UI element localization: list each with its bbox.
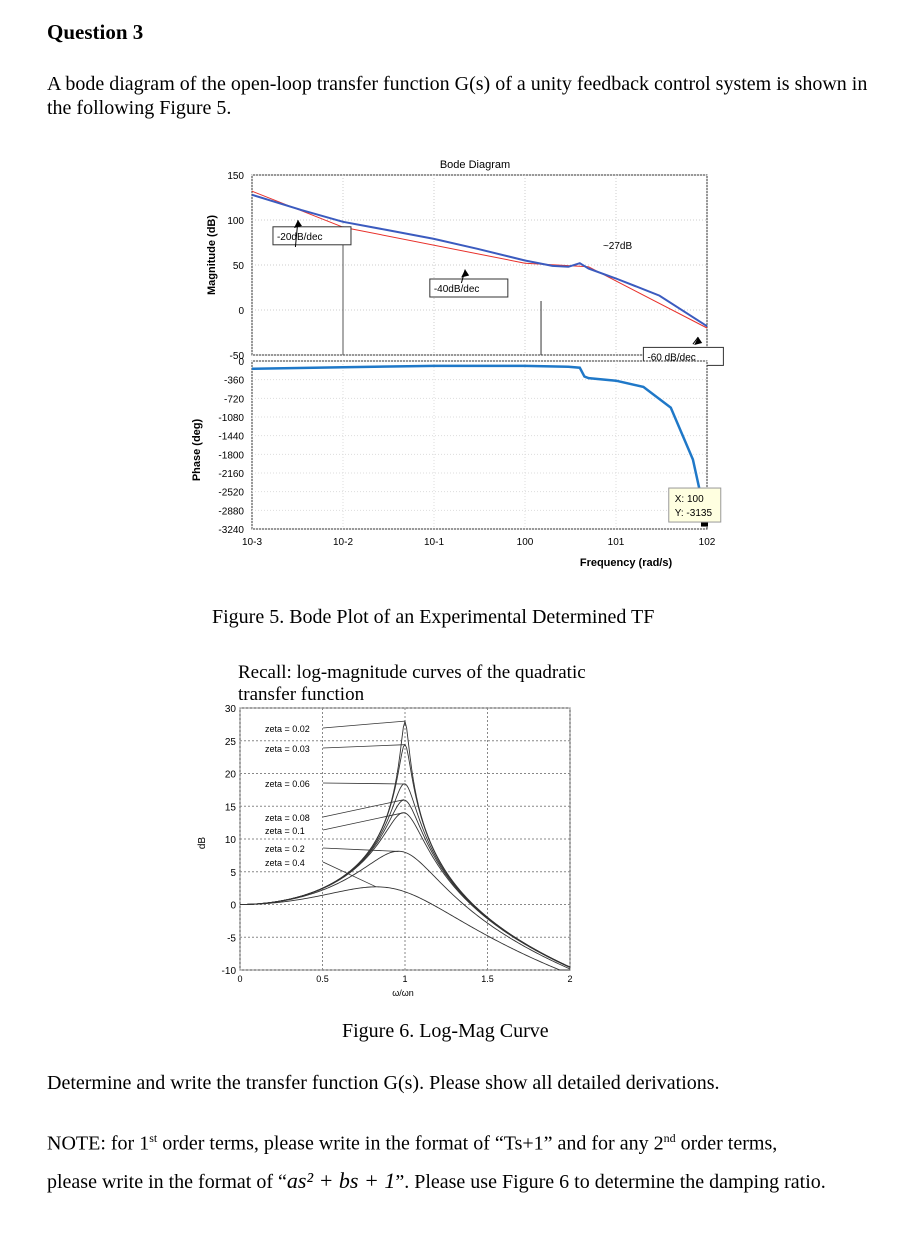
figure-5-bode-plot: Bode Diagram 150100500-50-20dB/dec-40dB/… xyxy=(191,159,724,569)
zeta-label: zeta = 0.4 xyxy=(265,858,305,868)
format-paragraph: please write in the format of “as² + bs … xyxy=(47,1168,826,1193)
magnitude-tick-label: 0 xyxy=(238,306,244,317)
zeta-label: zeta = 0.08 xyxy=(265,813,310,823)
phase-tick-label: -3240 xyxy=(218,525,244,536)
arrow-head xyxy=(694,337,703,345)
magnitude-curve xyxy=(251,193,708,328)
datatip-x: X: 100 xyxy=(675,494,704,505)
figure-5-caption: Figure 5. Bode Plot of an Experimental D… xyxy=(212,606,655,628)
phase-tick-label: -1440 xyxy=(218,432,244,443)
intro-text: A bode diagram of the open-loop transfer… xyxy=(47,73,868,119)
asymptote-line xyxy=(588,266,708,329)
phase-tick-label: 0 xyxy=(238,357,244,368)
asymptote-line xyxy=(342,226,526,264)
phase-curve xyxy=(251,364,709,524)
annotation-arrow xyxy=(692,336,699,345)
slope-annotation-minus40-box xyxy=(429,278,509,298)
zeta-label: zeta = 0.1 xyxy=(265,826,305,836)
question-title: Question 3 xyxy=(47,20,144,44)
logmag-y-tick: 20 xyxy=(225,770,237,781)
logmag-y-tick: 30 xyxy=(225,704,237,715)
phase-tick-label: -360 xyxy=(224,376,244,387)
phase-tick-label: -720 xyxy=(224,394,244,405)
x-tick-label: 101 xyxy=(608,537,625,548)
phase-tick-label: -2880 xyxy=(218,506,244,517)
recall-line-1: Recall: log-magnitude curves of the quad… xyxy=(238,662,586,683)
zeta-pointer-line xyxy=(322,847,399,852)
logmag-curve xyxy=(239,886,570,971)
zeta-pointer-line xyxy=(322,799,405,818)
quadratic-format-math: as² + bs + 1 xyxy=(286,1168,396,1193)
peak-annotation-27db: ~27dB xyxy=(603,241,633,252)
zeta-label: zeta = 0.02 xyxy=(265,724,310,734)
phase-tick-label: -2160 xyxy=(218,469,244,480)
datatip-marker xyxy=(701,519,708,527)
magnitude-tick-label: -50 xyxy=(230,351,245,362)
logmag-y-tick: 15 xyxy=(225,802,237,813)
x-axis-label: Frequency (rad/s) xyxy=(580,557,673,569)
logmag-y-tick: 25 xyxy=(225,737,237,748)
logmag-y-tick: -10 xyxy=(222,966,237,977)
x-tick-label: 100 xyxy=(517,537,534,548)
logmag-x-tick: 1.5 xyxy=(481,974,494,984)
zeta-label: zeta = 0.03 xyxy=(265,744,310,754)
logmag-x-tick: 0 xyxy=(237,974,242,984)
slope-annotation-minus40: -40dB/dec xyxy=(434,284,480,295)
logmag-y-tick: 10 xyxy=(225,835,237,846)
arrow-head xyxy=(293,220,302,228)
note-paragraph: NOTE: for 1st order terms, please write … xyxy=(47,1131,778,1155)
slope-annotation-minus60: -60 dB/dec xyxy=(647,352,695,363)
logmag-x-tick: 0.5 xyxy=(316,974,329,984)
zeta-pointer-line xyxy=(322,812,404,831)
figure-6-recall-text: Recall: log-magnitude curves of the quad… xyxy=(238,662,586,706)
instruction-paragraph: Determine and write the transfer functio… xyxy=(47,1072,720,1094)
logmag-curve xyxy=(239,812,571,968)
slope-annotation-minus20: -20dB/dec xyxy=(277,232,323,243)
x-axis-label: ω/ωn xyxy=(392,988,414,998)
magnitude-tick-label: 50 xyxy=(233,261,245,272)
zeta-pointer-line xyxy=(322,861,377,888)
magnitude-ylabel: Magnitude (dB) xyxy=(206,215,218,295)
zeta-pointer-line xyxy=(322,744,405,749)
logmag-y-tick: 0 xyxy=(230,901,236,912)
zeta-pointer-line xyxy=(322,782,405,785)
phase-ylabel: Phase (deg) xyxy=(191,418,203,481)
zeta-label: zeta = 0.2 xyxy=(265,844,305,854)
magnitude-tick-label: 150 xyxy=(227,171,244,182)
x-tick-label: 102 xyxy=(699,537,716,548)
slope-annotation-minus20-box xyxy=(272,226,352,246)
phase-axes-box xyxy=(251,360,708,530)
recall-line-2: transfer function xyxy=(238,684,365,705)
y-axis-label: dB xyxy=(197,837,208,850)
logmag-curve xyxy=(239,850,571,970)
arrow-head xyxy=(461,269,470,278)
chart-title: Bode Diagram xyxy=(440,159,510,171)
phase-plot: 0 -360 -720 -1080 -1440 -1800 -2160 -2520 -2880 -… xyxy=(218,357,722,548)
phase-tick-label: -2520 xyxy=(218,488,244,499)
magnitude-axes-box xyxy=(251,174,708,356)
asymptote-line xyxy=(524,262,589,268)
x-tick-label: 10-2 xyxy=(333,537,353,548)
zeta-pointer-line xyxy=(322,720,405,729)
phase-tick-label: -1800 xyxy=(218,450,244,461)
datatip-box xyxy=(668,487,722,523)
logmag-x-tick: 1 xyxy=(402,974,407,984)
zeta-label: zeta = 0.06 xyxy=(265,779,310,789)
phase-tick-label: -1080 xyxy=(218,413,244,424)
logmag-y-tick: 5 xyxy=(230,868,236,879)
x-tick-label: 10-3 xyxy=(242,537,262,548)
figure-6-caption: Figure 6. Log-Mag Curve xyxy=(342,1020,549,1042)
logmag-x-tick: 2 xyxy=(567,974,572,984)
magnitude-tick-label: 100 xyxy=(227,216,244,227)
datatip-y: Y: -3135 xyxy=(675,508,713,519)
logmag-y-tick: -5 xyxy=(227,933,236,944)
x-tick-label: 10-1 xyxy=(424,537,444,548)
